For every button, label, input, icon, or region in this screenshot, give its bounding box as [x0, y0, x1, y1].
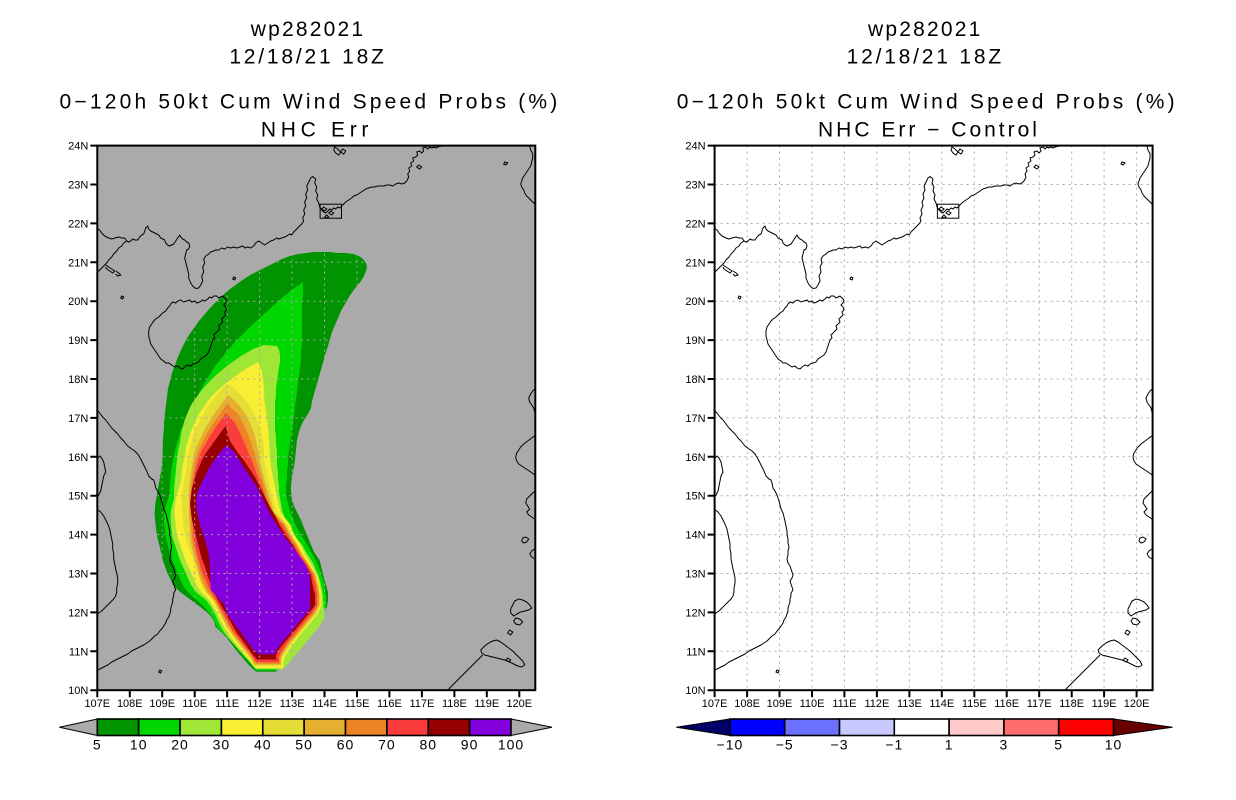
- svg-text:109E: 109E: [149, 698, 175, 710]
- svg-text:13N: 13N: [685, 569, 705, 581]
- svg-text:12N: 12N: [685, 607, 705, 619]
- svg-text:116E: 116E: [377, 698, 402, 710]
- svg-text:18N: 18N: [68, 374, 88, 386]
- svg-text:113E: 113E: [897, 698, 922, 710]
- svg-text:12/18/21 18Z: 12/18/21 18Z: [847, 46, 1004, 69]
- svg-text:16N: 16N: [68, 452, 88, 464]
- svg-text:107E: 107E: [84, 698, 110, 710]
- svg-text:24N: 24N: [68, 141, 88, 153]
- svg-text:3: 3: [1000, 737, 1009, 753]
- svg-text:10: 10: [130, 737, 148, 753]
- svg-text:70: 70: [378, 737, 396, 753]
- svg-text:14N: 14N: [68, 530, 88, 542]
- svg-text:−1: −1: [885, 737, 903, 753]
- svg-text:17N: 17N: [685, 413, 705, 425]
- svg-text:108E: 108E: [117, 698, 143, 710]
- svg-text:20: 20: [171, 737, 189, 753]
- svg-text:20N: 20N: [685, 296, 705, 308]
- svg-text:−5: −5: [776, 737, 794, 753]
- svg-text:17N: 17N: [68, 413, 88, 425]
- svg-text:112E: 112E: [247, 698, 272, 710]
- svg-text:−10: −10: [717, 737, 744, 753]
- svg-text:110E: 110E: [800, 698, 825, 710]
- svg-text:0−120h 50kt Cum Wind Speed Pro: 0−120h 50kt Cum Wind Speed Probs (%): [677, 91, 1178, 114]
- svg-text:115E: 115E: [345, 698, 370, 710]
- svg-text:1: 1: [945, 737, 954, 753]
- svg-text:18N: 18N: [685, 374, 705, 386]
- svg-text:60: 60: [337, 737, 355, 753]
- svg-text:100: 100: [498, 737, 524, 753]
- svg-text:wp282021: wp282021: [250, 18, 366, 41]
- svg-text:119E: 119E: [1092, 698, 1117, 710]
- svg-text:15N: 15N: [685, 491, 705, 503]
- svg-text:21N: 21N: [685, 257, 705, 269]
- svg-text:40: 40: [254, 737, 272, 753]
- svg-text:114E: 114E: [929, 698, 954, 710]
- svg-text:50: 50: [295, 737, 313, 753]
- svg-text:114E: 114E: [312, 698, 337, 710]
- svg-text:120E: 120E: [1124, 698, 1150, 710]
- svg-text:118E: 118E: [1059, 698, 1084, 710]
- svg-text:16N: 16N: [685, 452, 705, 464]
- svg-text:117E: 117E: [1027, 698, 1052, 710]
- svg-text:111E: 111E: [215, 698, 239, 710]
- svg-text:10N: 10N: [685, 685, 705, 697]
- svg-text:115E: 115E: [962, 698, 987, 710]
- svg-text:23N: 23N: [685, 180, 705, 192]
- svg-text:30: 30: [213, 737, 231, 753]
- svg-text:11N: 11N: [69, 646, 88, 658]
- svg-text:109E: 109E: [767, 698, 793, 710]
- svg-text:110E: 110E: [182, 698, 207, 710]
- svg-text:120E: 120E: [506, 698, 532, 710]
- svg-text:10N: 10N: [68, 685, 88, 697]
- svg-text:14N: 14N: [685, 530, 705, 542]
- svg-text:20N: 20N: [68, 296, 88, 308]
- svg-text:NHC Err − Control: NHC Err − Control: [818, 119, 1040, 142]
- svg-text:112E: 112E: [864, 698, 889, 710]
- svg-text:12N: 12N: [68, 607, 88, 619]
- svg-text:5: 5: [93, 737, 102, 753]
- svg-text:24N: 24N: [685, 141, 705, 153]
- svg-text:12/18/21 18Z: 12/18/21 18Z: [229, 46, 386, 69]
- svg-text:107E: 107E: [702, 698, 728, 710]
- svg-text:117E: 117E: [409, 698, 434, 710]
- svg-text:21N: 21N: [68, 257, 88, 269]
- svg-text:5: 5: [1054, 737, 1063, 753]
- svg-text:NHC Err: NHC Err: [261, 119, 373, 142]
- svg-text:13N: 13N: [68, 569, 88, 581]
- svg-text:118E: 118E: [442, 698, 467, 710]
- svg-text:113E: 113E: [280, 698, 305, 710]
- svg-text:11N: 11N: [686, 646, 705, 658]
- svg-text:111E: 111E: [832, 698, 856, 710]
- svg-text:10: 10: [1105, 737, 1123, 753]
- svg-text:15N: 15N: [68, 491, 88, 503]
- svg-text:19N: 19N: [68, 335, 88, 347]
- svg-text:23N: 23N: [68, 180, 88, 192]
- svg-text:22N: 22N: [685, 218, 705, 230]
- svg-text:0−120h 50kt Cum Wind Speed Pro: 0−120h 50kt Cum Wind Speed Probs (%): [60, 91, 561, 114]
- svg-text:wp282021: wp282021: [867, 18, 983, 41]
- svg-text:119E: 119E: [474, 698, 499, 710]
- svg-text:−3: −3: [831, 737, 849, 753]
- svg-text:22N: 22N: [68, 218, 88, 230]
- svg-text:19N: 19N: [685, 335, 705, 347]
- svg-text:108E: 108E: [734, 698, 760, 710]
- svg-text:90: 90: [461, 737, 479, 753]
- svg-text:80: 80: [420, 737, 438, 753]
- svg-text:116E: 116E: [994, 698, 1019, 710]
